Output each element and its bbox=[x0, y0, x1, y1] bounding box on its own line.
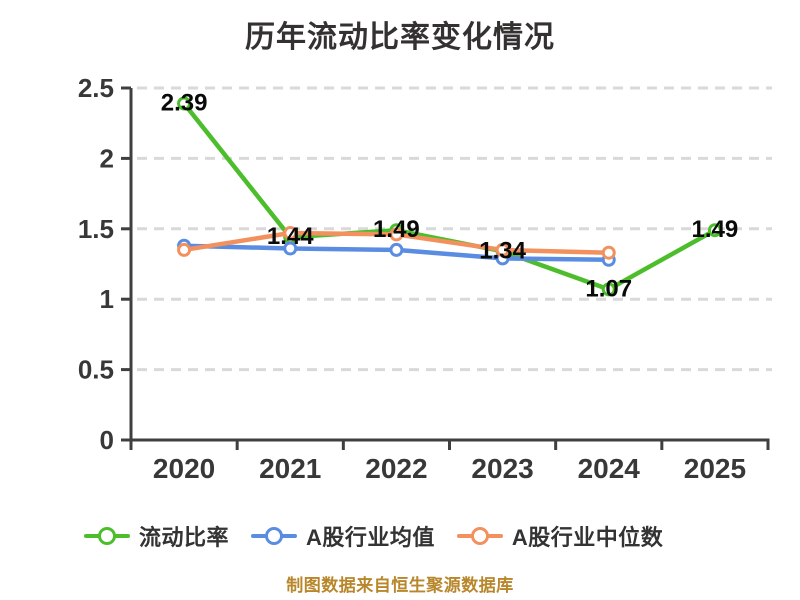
legend-label: A股行业中位数 bbox=[511, 525, 664, 550]
axes: 0 0.5 1 1.5 2 2.5 2020 2021 2022 2023 2024 2025 bbox=[78, 73, 770, 484]
data-point-marker bbox=[707, 223, 722, 238]
point-labels: 2.39 1.44 1.49 1.34 1.07 1.49 bbox=[161, 89, 739, 302]
y-tick-label: 1 bbox=[100, 284, 114, 314]
y-tick-label: 2.5 bbox=[78, 73, 114, 103]
data-point-label: 1.07 bbox=[585, 275, 632, 302]
data-point-marker bbox=[177, 242, 192, 257]
x-tick-label: 2023 bbox=[471, 453, 533, 484]
data-point-marker bbox=[389, 242, 404, 257]
data-point-label: 2.39 bbox=[161, 89, 208, 116]
x-tick-label: 2025 bbox=[684, 453, 746, 484]
series-A股行业中位数 bbox=[177, 226, 616, 260]
chart-title: 历年流动比率变化情况 bbox=[245, 21, 555, 54]
x-tick-label: 2021 bbox=[259, 453, 321, 484]
data-point-label: 1.34 bbox=[479, 237, 526, 264]
data-point-marker bbox=[495, 242, 510, 257]
data-point-label: 1.49 bbox=[692, 216, 739, 243]
legend-item-industry-median: A股行业中位数 bbox=[456, 520, 664, 552]
data-point-label: 1.44 bbox=[267, 223, 314, 250]
legend-label: A股行业均值 bbox=[306, 525, 435, 550]
x-tick-label: 2024 bbox=[578, 453, 641, 484]
data-point-marker bbox=[389, 227, 404, 242]
series-A股行业均值 bbox=[177, 238, 616, 267]
legend-item-industry-mean: A股行业均值 bbox=[251, 520, 435, 552]
y-tick-label: 1.5 bbox=[78, 214, 114, 244]
line-marker-icon bbox=[456, 525, 503, 547]
series-流动比率 bbox=[177, 96, 722, 297]
gridlines bbox=[137, 86, 772, 372]
x-tick-label: 2022 bbox=[365, 453, 427, 484]
data-point-label: 1.49 bbox=[373, 216, 420, 243]
data-point-marker bbox=[283, 226, 298, 241]
y-tick-label: 0 bbox=[100, 425, 114, 455]
legend-label: 流动比率 bbox=[139, 525, 230, 550]
line-marker-icon bbox=[84, 525, 130, 547]
data-point-marker bbox=[283, 241, 298, 256]
y-tick-label: 0.5 bbox=[78, 355, 114, 385]
legend-item-current-ratio: 流动比率 bbox=[84, 520, 229, 552]
data-point-marker bbox=[601, 245, 616, 260]
line-marker-icon bbox=[251, 525, 298, 547]
data-point-marker bbox=[177, 96, 192, 111]
data-point-marker bbox=[601, 282, 616, 297]
x-tick-label: 2020 bbox=[153, 453, 215, 484]
y-tick-label: 2 bbox=[100, 143, 114, 173]
legend: 流动比率 A股行业均值 A股行业中位数 bbox=[84, 517, 663, 555]
data-source-note: 制图数据来自恒生聚源数据库 bbox=[286, 576, 514, 595]
